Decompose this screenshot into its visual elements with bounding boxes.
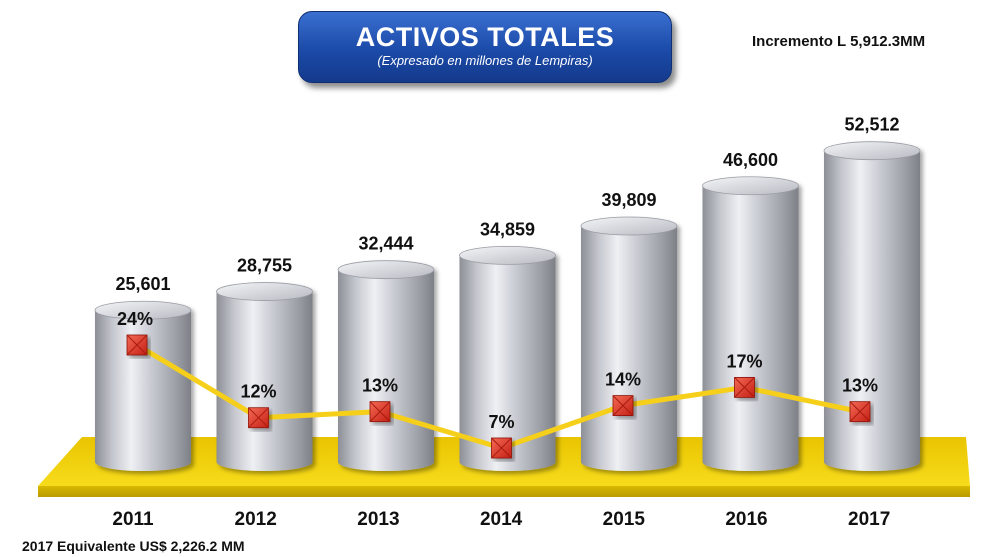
- bar-top-2017: [823, 141, 921, 161]
- bar-body-2014: [459, 255, 556, 471]
- bar-top-2015: [580, 216, 678, 236]
- growth-marker-2016: [734, 377, 755, 398]
- bar-top-2016: [702, 176, 799, 196]
- bar-2014: [459, 245, 556, 471]
- bar-value-label-2015: 39,809: [601, 190, 656, 210]
- x-tick-label-2014: 2014: [480, 509, 523, 530]
- x-tick-label-2016: 2016: [725, 509, 767, 530]
- growth-marker-2011: [126, 334, 148, 356]
- bar-value-label-2014: 34,859: [480, 219, 535, 239]
- bar-top-2014: [459, 245, 556, 265]
- bar-2013: [337, 260, 435, 471]
- bar-value-label-2013: 32,444: [358, 234, 413, 254]
- bar-2016: [702, 176, 799, 471]
- growth-marker-2012: [248, 407, 269, 429]
- growth-marker-2014: [491, 437, 512, 459]
- chart-subtitle: (Expresado en millones de Lempiras): [377, 53, 593, 68]
- bar-value-label-2012: 28,755: [237, 256, 292, 276]
- bar-body-2011: [95, 310, 191, 471]
- bar-body-2016: [702, 185, 799, 471]
- x-tick-label-2012: 2012: [235, 509, 277, 530]
- bar-2012: [216, 282, 313, 471]
- bar-top-2012: [216, 282, 313, 301]
- bar-2011: [94, 300, 192, 471]
- growth-label-2014: 7%: [488, 412, 514, 432]
- growth-label-2015: 14%: [605, 370, 641, 390]
- bar-2015: [580, 216, 678, 471]
- growth-marker-2015: [612, 395, 634, 416]
- growth-label-2017: 13%: [842, 376, 878, 396]
- bar-body-2015: [581, 226, 677, 471]
- x-tick-label-2011: 2011: [112, 509, 154, 530]
- increment-label: Incremento L 5,912.3MM: [752, 33, 926, 50]
- footnote: 2017 Equivalente US$ 2,226.2 MM: [22, 538, 245, 554]
- bar-top-2011: [94, 300, 192, 320]
- bar-value-label-2017: 52,512: [844, 115, 899, 135]
- bar-body-2017: [824, 150, 920, 471]
- growth-label-2011: 24%: [117, 309, 153, 329]
- growth-label-2013: 13%: [362, 376, 398, 396]
- bar-body-2012: [216, 291, 313, 471]
- platform-front: [38, 486, 970, 497]
- bar-value-label-2016: 46,600: [723, 150, 778, 170]
- x-tick-label-2015: 2015: [603, 509, 646, 530]
- bar-2017: [823, 141, 921, 471]
- bar-body-2013: [338, 269, 434, 471]
- bar-value-label-2011: 25,601: [115, 274, 170, 294]
- x-tick-label-2013: 2013: [357, 509, 399, 530]
- x-tick-label-2017: 2017: [848, 509, 890, 530]
- chart-title-box: ACTIVOS TOTALES (Expresado en millones d…: [298, 11, 672, 83]
- growth-label-2016: 17%: [726, 351, 762, 371]
- bar-top-2013: [337, 260, 435, 280]
- growth-marker-2017: [849, 401, 871, 423]
- growth-marker-2013: [369, 401, 391, 423]
- growth-label-2012: 12%: [240, 382, 276, 402]
- chart-title: ACTIVOS TOTALES: [355, 22, 615, 52]
